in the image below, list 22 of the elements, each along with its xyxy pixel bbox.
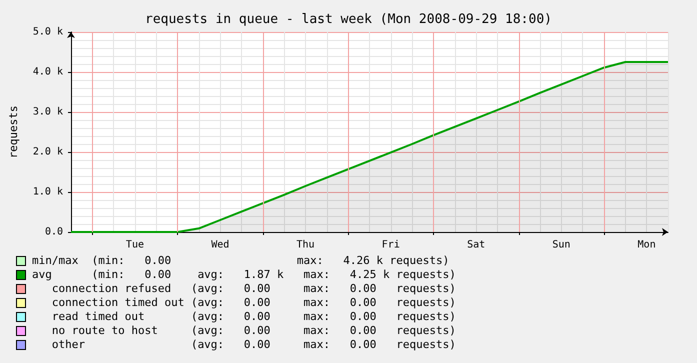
y-tick-label: 0.0: [44, 226, 63, 238]
text: read timed out (avg: 0.00 max: 0.00 requests): [50, 310, 456, 324]
text: connection refused (avg: 0.00 max: 0.00 requests): [50, 282, 456, 296]
x-tick-label: Sun: [552, 240, 570, 250]
x-tick-label: Sat: [467, 240, 486, 250]
y-tick-label: 4.0 k: [32, 66, 63, 78]
text: min/max (min: 0.00 max: 4.26 k requests): [32, 254, 450, 268]
y-tick-label: 3.0 k: [32, 106, 63, 118]
text: other (avg: 0.00 max: 0.00 requests): [50, 338, 456, 352]
y-tick-label: 5.0 k: [32, 26, 63, 38]
y-tick-label: 2.0 k: [32, 146, 63, 158]
y-tick-label: 1.0 k: [32, 186, 63, 198]
x-tick-label: Tue: [126, 240, 144, 250]
x-tick-label: Mon: [638, 240, 656, 250]
x-tick-label: Thu: [296, 240, 315, 250]
chart-title: requests in queue - last week (Mon 2008-09-29 18:00): [145, 12, 552, 27]
text: no route to host (avg: 0.00 max: 0.00 requests): [50, 324, 456, 338]
x-tick-label: Wed: [211, 240, 230, 250]
y-axis-title: requests: [7, 106, 20, 158]
x-tick-label: Fri: [382, 240, 400, 250]
text: connection timed out (avg: 0.00 max: 0.00 requests): [50, 296, 456, 310]
text: avg (min: 0.00 avg: 1.87 k max: 4.25 k requests): [32, 268, 456, 282]
